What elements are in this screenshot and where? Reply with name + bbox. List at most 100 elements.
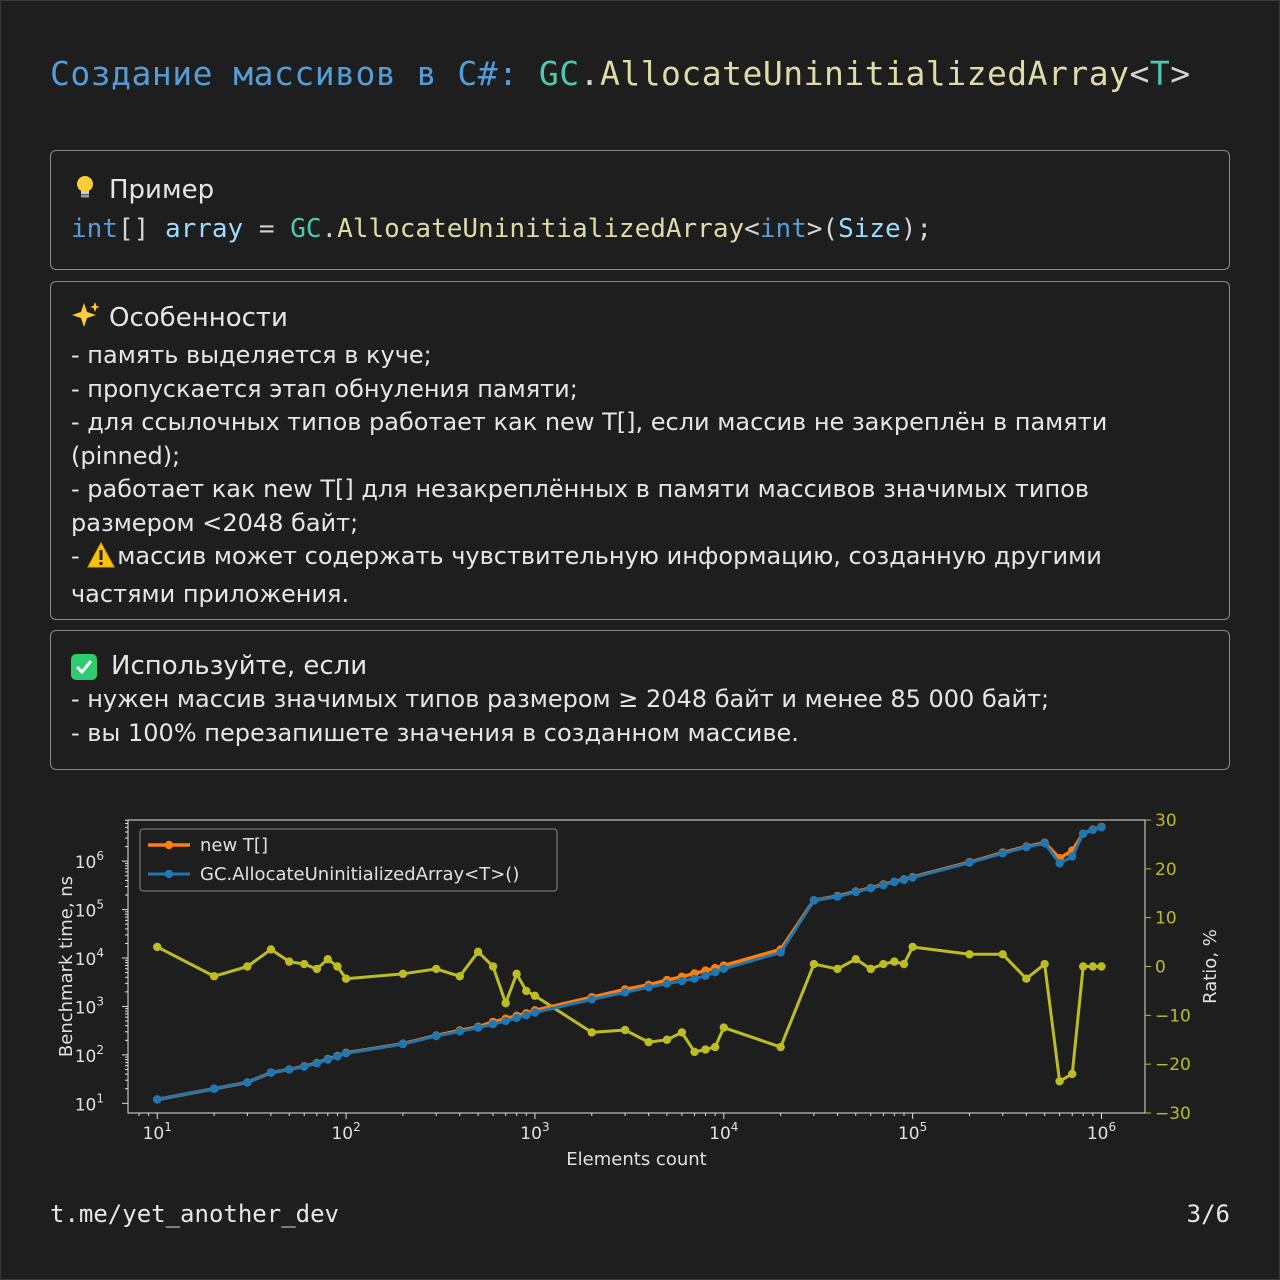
ratio-point — [1055, 1077, 1064, 1086]
gc-alloc-point — [965, 858, 974, 867]
legend-label-new: new T[] — [200, 835, 268, 856]
gc-alloc-point — [512, 1013, 521, 1023]
ratio-point — [488, 962, 498, 971]
use-if-line: - вы 100% перезапишете значения в создан… — [71, 718, 799, 747]
ratio-point — [522, 986, 531, 996]
gc-alloc-point — [677, 976, 687, 986]
ratio-point — [432, 964, 441, 974]
ratio-point — [473, 947, 483, 957]
check-box-icon — [71, 653, 97, 680]
ratio-point — [587, 1028, 596, 1037]
ratio-point — [644, 1037, 653, 1047]
channel-link[interactable]: t.me/yet_another_dev — [50, 1200, 339, 1228]
ratio-point — [701, 1045, 710, 1054]
gc-alloc-point — [473, 1023, 483, 1032]
ratio-line — [156, 945, 1102, 1083]
gc-alloc-point — [1088, 825, 1098, 834]
ratio-point — [1068, 1069, 1077, 1079]
y-left-tick-label: 102 — [75, 1043, 104, 1067]
gc-alloc-point — [488, 1020, 498, 1029]
y-right-tick-label: 10 — [1155, 909, 1177, 929]
lightbulb-icon — [71, 173, 103, 208]
y-right-tick-label: −10 — [1155, 1006, 1191, 1026]
gc-alloc-point — [501, 1016, 510, 1026]
y-right-tick-label: 0 — [1155, 958, 1166, 978]
ratio-point — [1097, 962, 1106, 971]
x-tick-label: 105 — [898, 1120, 927, 1144]
y-right-tick-label: −30 — [1155, 1104, 1191, 1124]
ratio-point — [908, 942, 917, 952]
y-left-tick-label: 104 — [75, 946, 104, 970]
features-card: Особенности - память выделяется в куче; … — [50, 281, 1230, 620]
y-left-tick-label: 105 — [75, 898, 104, 922]
ratio-point — [398, 969, 408, 979]
ratio-point — [323, 954, 332, 964]
gc-alloc-point — [398, 1039, 408, 1049]
ratio-point — [512, 969, 521, 979]
gc-alloc-point — [522, 1010, 531, 1020]
gc-alloc-point — [833, 892, 842, 901]
warning-icon — [87, 541, 116, 578]
gc-alloc-point — [341, 1049, 351, 1058]
sparkles-icon — [71, 300, 103, 337]
gc-alloc-point — [323, 1055, 332, 1064]
ratio-point — [1088, 962, 1098, 971]
gc-alloc-point — [1040, 838, 1049, 848]
gc-alloc-point — [690, 974, 699, 983]
gc-alloc-point — [243, 1078, 252, 1087]
legend-marker-gc — [164, 869, 174, 879]
y-right-tick-label: 20 — [1155, 860, 1177, 880]
feature-line: размером <2048 байт; — [71, 508, 359, 537]
ratio-point — [965, 950, 974, 959]
gc-alloc-point — [312, 1059, 322, 1068]
example-card: Пример int[] array = GC.AllocateUninitia… — [50, 150, 1230, 270]
gc-alloc-point — [285, 1065, 294, 1074]
benchmark-chart: 101 102 103 104 105 106 101 102 103 104 105 106 30 20… — [56, 811, 1221, 1170]
feature-line: - пропускается этап обнуления памяти; — [71, 374, 578, 403]
ratio-point — [1040, 959, 1049, 969]
ratio-point — [998, 950, 1007, 959]
gc-alloc-point — [1097, 823, 1106, 832]
gc-alloc-point — [809, 896, 819, 905]
gc-alloc-point — [266, 1068, 276, 1077]
gc-alloc-point — [1068, 852, 1077, 861]
gc-alloc-point — [851, 887, 860, 897]
gc-alloc-point — [879, 880, 888, 890]
gc-alloc-point — [1078, 829, 1088, 838]
gc-alloc-point — [998, 849, 1007, 858]
code-example: int[] array = GC.AllocateUninitializedAr… — [71, 214, 933, 244]
use-if-card: Используйте, если - нужен массив значимы… — [50, 630, 1230, 770]
ratio-point — [501, 998, 510, 1008]
gc-alloc-point — [719, 964, 728, 973]
ratio-point — [530, 991, 540, 1000]
y-left-tick-label: 106 — [75, 849, 104, 873]
ratio-point — [851, 954, 860, 964]
ratio-point — [333, 962, 342, 971]
example-heading: Пример — [71, 173, 1209, 208]
use-if-line: - нужен массив значимых типов размером ≥… — [71, 685, 1050, 713]
page-title: Создание массивов в C#: GC.AllocateUnini… — [50, 54, 1191, 93]
gc-alloc-point — [432, 1031, 441, 1041]
features-heading: Особенности — [71, 300, 1209, 337]
legend-marker-new — [164, 840, 174, 850]
gc-alloc-point — [1055, 859, 1064, 868]
gc-alloc-point — [455, 1027, 464, 1036]
y-left-tick-label: 101 — [75, 1091, 104, 1115]
ratio-point — [1078, 962, 1088, 971]
feature-line: (pinned); — [71, 441, 181, 470]
ratio-point — [153, 942, 162, 952]
gc-alloc-point — [890, 877, 899, 887]
page-counter: 3/6 — [1186, 1200, 1230, 1228]
legend-label-gc: GC.AllocateUninitializedArray<T>() — [200, 864, 519, 885]
x-tick-label: 103 — [520, 1120, 549, 1144]
gc-alloc-point — [662, 979, 672, 988]
ratio-point — [710, 1042, 720, 1052]
feature-line: - для ссылочных типов работает как new T… — [71, 408, 1108, 436]
feature-line: частями приложения. — [71, 579, 350, 608]
x-tick-label: 102 — [331, 1120, 360, 1144]
gc-alloc-point — [908, 873, 917, 882]
ratio-point — [620, 1025, 630, 1035]
ratio-point — [866, 964, 875, 974]
ratio-point — [833, 964, 842, 974]
ratio-point — [677, 1028, 687, 1037]
